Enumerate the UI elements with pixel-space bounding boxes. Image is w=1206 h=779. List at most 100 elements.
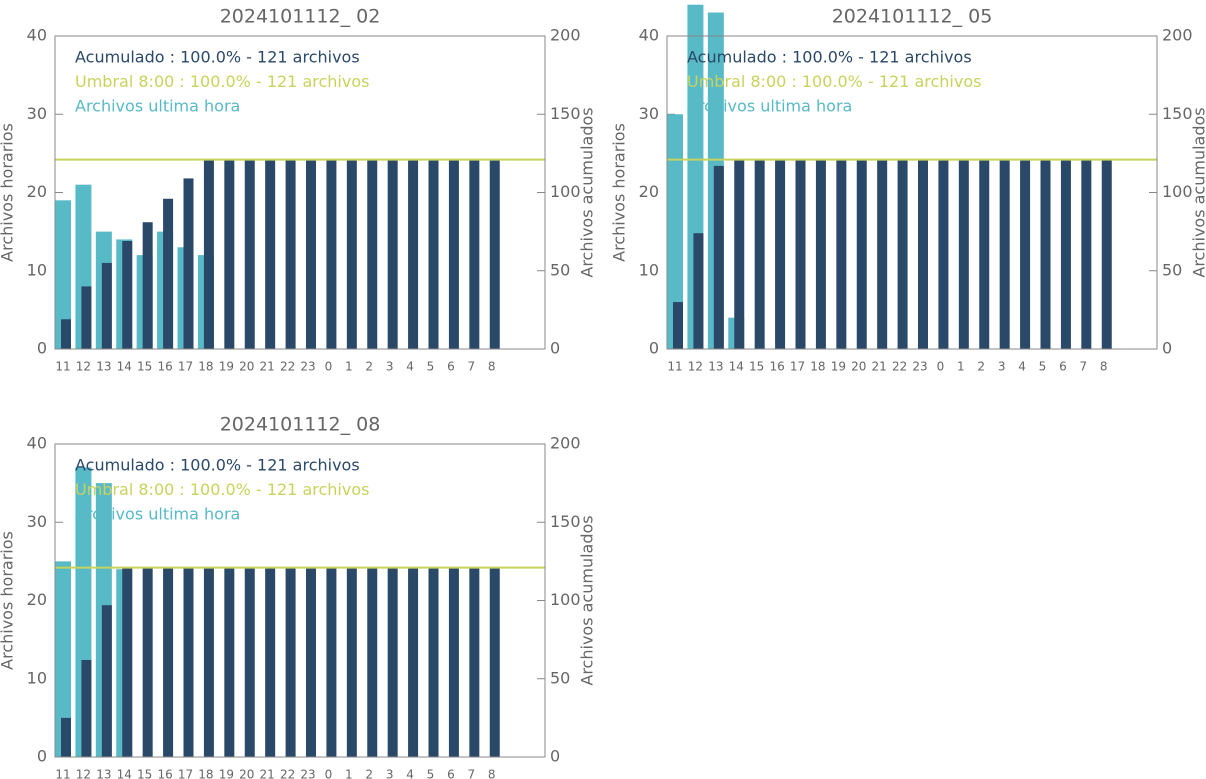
y2-axis-label: Archivos acumulados (1190, 107, 1206, 277)
x-tick-label: 3 (998, 360, 1006, 374)
bar (897, 159, 908, 349)
y2-tick-label: 150 (550, 104, 581, 123)
y-tick-label: 0 (649, 339, 659, 358)
y-tick-label: 10 (27, 668, 47, 687)
bar (938, 159, 949, 349)
x-tick-label: 13 (708, 360, 723, 374)
y2-tick-label: 0 (550, 747, 560, 766)
y2-tick-label: 150 (550, 512, 581, 531)
y-tick-label: 40 (639, 26, 659, 45)
x-tick-label: 15 (749, 360, 764, 374)
bar (346, 567, 357, 757)
bar (795, 159, 806, 349)
bar (101, 262, 112, 349)
y-tick-label: 40 (27, 26, 47, 45)
x-tick-label: 12 (76, 360, 91, 374)
bar (387, 567, 398, 757)
legend-label: Umbral 8:00 : 100.0% - 121 archivos (75, 72, 369, 91)
legend-label: Acumulado : 100.0% - 121 archivos (687, 48, 972, 67)
x-tick-label: 8 (1100, 360, 1108, 374)
bar (81, 659, 92, 757)
bar (489, 567, 500, 757)
y2-tick-label: 100 (1162, 182, 1193, 201)
x-tick-label: 20 (239, 360, 254, 374)
bar (408, 159, 419, 349)
x-tick-label: 0 (325, 360, 333, 374)
x-tick-label: 18 (198, 768, 213, 779)
x-tick-label: 16 (157, 360, 172, 374)
bar (163, 567, 174, 757)
bar (122, 241, 133, 349)
bar (1040, 159, 1051, 349)
bar (448, 567, 459, 757)
y-tick-label: 40 (27, 434, 47, 453)
bar (163, 198, 174, 349)
x-tick-label: 15 (137, 768, 152, 779)
x-tick-label: 4 (406, 360, 414, 374)
bar (142, 567, 153, 757)
chart-panel: 2024101112_ 05 Archivos horarios Archivos … (610, 4, 1206, 374)
bar (367, 567, 378, 757)
bar (387, 159, 398, 349)
x-tick-label: 16 (769, 360, 784, 374)
bar (1060, 159, 1071, 349)
x-tick-label: 1 (345, 360, 353, 374)
x-tick-label: 20 (851, 360, 866, 374)
bar (1020, 159, 1031, 349)
y-axis-label: Archivos horarios (610, 123, 629, 262)
x-tick-label: 2 (977, 360, 985, 374)
y2-tick-label: 50 (550, 260, 570, 279)
bar (203, 159, 214, 349)
x-tick-label: 22 (892, 360, 907, 374)
bar (183, 178, 194, 349)
y-axis-label: Archivos horarios (0, 123, 17, 262)
bar (428, 159, 439, 349)
x-tick-label: 0 (325, 768, 333, 779)
chart-panel: 2024101112_ 08 Archivos horarios Archivos … (0, 414, 597, 779)
y2-tick-label: 0 (1162, 339, 1172, 358)
x-tick-label: 2 (365, 360, 373, 374)
bar (224, 567, 235, 757)
x-tick-label: 7 (468, 360, 476, 374)
y2-tick-label: 200 (550, 26, 581, 45)
x-tick-label: 11 (55, 768, 70, 779)
chart-title: 2024101112_ 05 (832, 6, 993, 28)
bar (958, 159, 969, 349)
bar (1081, 159, 1092, 349)
x-tick-label: 23 (300, 360, 315, 374)
y-axis-label: Archivos horarios (0, 531, 17, 670)
bar (61, 319, 71, 349)
bar (61, 717, 71, 757)
y-tick-label: 0 (37, 747, 47, 766)
y2-tick-label: 100 (550, 182, 581, 201)
bar (877, 159, 888, 349)
x-tick-label: 4 (1018, 360, 1026, 374)
plot-frame (54, 443, 546, 758)
x-tick-label: 7 (468, 768, 476, 779)
bar (918, 159, 928, 349)
x-tick-label: 11 (667, 360, 682, 374)
x-tick-label: 3 (386, 768, 394, 779)
y2-tick-label: 50 (550, 668, 570, 687)
x-tick-label: 17 (790, 360, 805, 374)
bar (1101, 159, 1112, 349)
y2-tick-label: 200 (1162, 26, 1193, 45)
legend-label: Umbral 8:00 : 100.0% - 121 archivos (75, 480, 369, 499)
y2-tick-label: 100 (550, 590, 581, 609)
x-tick-label: 5 (427, 360, 435, 374)
bar (734, 159, 745, 349)
x-tick-label: 14 (117, 768, 132, 779)
bar (122, 567, 133, 757)
bar (55, 561, 71, 757)
bar (346, 159, 357, 349)
x-tick-label: 5 (1039, 360, 1047, 374)
y-tick-label: 30 (27, 104, 47, 123)
x-tick-label: 19 (831, 360, 846, 374)
chart-title: 2024101112_ 08 (220, 414, 381, 436)
bar (489, 159, 500, 349)
bar (754, 159, 765, 349)
x-tick-label: 18 (810, 360, 825, 374)
bar (224, 159, 235, 349)
y-tick-label: 10 (639, 260, 659, 279)
